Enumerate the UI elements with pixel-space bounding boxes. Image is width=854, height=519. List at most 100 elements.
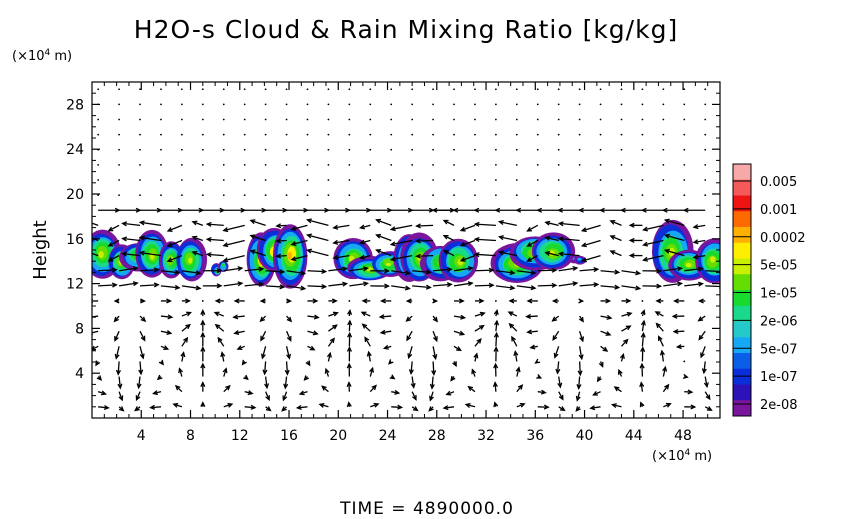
wind-arrowhead (526, 257, 533, 262)
wind-dot (285, 163, 288, 166)
wind-dot (683, 133, 686, 136)
wind-arrowhead (332, 224, 339, 230)
wind-arrowhead (241, 359, 247, 366)
wind-arrowhead (363, 266, 370, 272)
wind-dot (222, 88, 225, 91)
wind-arrowhead (493, 346, 499, 352)
wind-arrowhead (369, 366, 375, 373)
wind-dot (369, 118, 372, 121)
wind-arrow (663, 267, 682, 272)
wind-arrow (693, 254, 706, 259)
wind-dot (662, 163, 665, 166)
wind-arrowhead (619, 207, 626, 213)
wind-dot (348, 194, 351, 197)
wind-arrowhead (167, 314, 174, 320)
wind-dot (139, 133, 141, 136)
wind-dot (306, 103, 309, 106)
y-tick-label: 4 (75, 366, 84, 382)
wind-arrow (349, 267, 368, 272)
wind-arrow (545, 236, 559, 242)
wind-arrowhead (107, 241, 114, 247)
wind-arrow (98, 269, 117, 272)
wind-dot (411, 118, 414, 121)
wind-dot (578, 163, 581, 166)
wind-arrowhead (121, 251, 128, 257)
wind-dot (662, 103, 665, 106)
wind-arrowhead (166, 330, 173, 336)
wind-arrow (307, 315, 319, 319)
wind-arrow (391, 406, 402, 409)
wind-arrow (234, 330, 245, 334)
wind-arrowhead (394, 389, 401, 395)
wind-dot (201, 103, 204, 106)
wind-arrowhead (493, 362, 499, 369)
wind-arrowhead (488, 282, 495, 288)
wind-arrowhead (321, 268, 328, 274)
wind-dot (620, 133, 623, 136)
wind-arrowhead (138, 235, 145, 241)
wind-arrowhead (442, 405, 449, 411)
wind-arrow (408, 346, 413, 358)
wind-arrow (181, 311, 191, 317)
wind-arrow (223, 254, 245, 262)
wind-arrow (474, 269, 494, 272)
wind-arrow (285, 346, 291, 359)
wind-vectors (92, 88, 720, 412)
wind-arrowhead (363, 281, 370, 287)
wind-arrowhead (572, 281, 579, 287)
colorbar-segment (733, 353, 751, 370)
wind-arrowhead (690, 404, 697, 410)
wind-dot (285, 179, 288, 181)
wind-arrow (410, 361, 413, 374)
wind-arrowhead (508, 298, 515, 304)
wind-arrow (98, 406, 109, 409)
wind-dot (432, 194, 434, 197)
cloud-contour (577, 257, 582, 261)
wind-dot (620, 194, 623, 197)
wind-arrowhead (617, 368, 623, 375)
wind-arrowhead (544, 250, 551, 256)
wind-arrowhead (290, 256, 297, 262)
wind-arrowhead (540, 389, 547, 395)
wind-arrow (265, 270, 284, 273)
wind-dot (180, 118, 183, 121)
wind-arrowhead (135, 395, 141, 402)
wind-arrow (406, 330, 413, 341)
wind-arrowhead (494, 319, 500, 326)
wind-arrowhead (578, 354, 584, 361)
wind-arrow (514, 351, 518, 362)
wind-arrowhead (286, 336, 292, 342)
wind-arrow (610, 250, 622, 257)
wind-arrowhead (200, 381, 206, 387)
wind-arrowhead (347, 319, 353, 326)
wind-dot (390, 179, 393, 181)
wind-dot (243, 163, 246, 166)
wind-dot (620, 163, 623, 166)
wind-arrowhead (360, 311, 367, 317)
wind-arrowhead (625, 298, 632, 304)
wind-arrowhead (305, 233, 312, 239)
wind-arrowhead (213, 311, 220, 317)
wind-arrowhead (166, 227, 173, 232)
wind-arrow (139, 284, 159, 287)
wind-dot (474, 133, 476, 136)
wind-arrowhead (412, 395, 417, 401)
wind-arrowhead (557, 236, 564, 242)
wind-dot (662, 88, 665, 91)
wind-arrow (432, 361, 435, 375)
wind-arrowhead (216, 268, 223, 274)
wind-arrow (640, 382, 644, 392)
wind-arrowhead (415, 253, 421, 259)
wind-arrowhead (663, 218, 670, 224)
wind-arrow (286, 285, 305, 290)
wind-dot (118, 118, 120, 121)
wind-dot (683, 360, 686, 363)
wind-arrowhead (606, 314, 613, 320)
wind-arrowhead (675, 344, 682, 350)
wind-arrow (364, 337, 371, 347)
wind-dot (683, 88, 686, 91)
wind-arrowhead (342, 266, 349, 272)
wind-arrow (368, 351, 371, 362)
wind-arrowhead (460, 314, 467, 320)
wind-dot (201, 300, 204, 302)
